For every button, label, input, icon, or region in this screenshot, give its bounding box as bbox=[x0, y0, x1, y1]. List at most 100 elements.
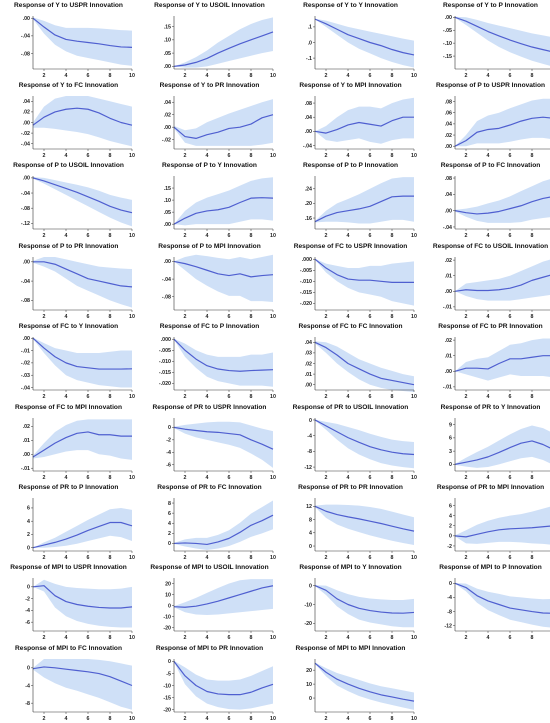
x-tick-label: 2 bbox=[184, 153, 187, 159]
y-tick-label: -.04 bbox=[443, 225, 452, 231]
irf-plot: 0 -10 -20 2 4 6 8 10 bbox=[304, 578, 417, 641]
x-tick-label: 4 bbox=[487, 635, 490, 641]
confidence-band bbox=[455, 16, 550, 66]
x-tick-label: 8 bbox=[109, 555, 112, 561]
y-tick-label: 4 bbox=[27, 519, 30, 525]
x-tick-label: 6 bbox=[369, 475, 372, 481]
confidence-band bbox=[33, 337, 132, 388]
irf-plot: .00 -.04 -.08 2 4 6 8 10 bbox=[162, 254, 276, 320]
response-line bbox=[314, 341, 415, 386]
y-tick-label: .00 bbox=[23, 120, 30, 126]
y-tick-label: 0 bbox=[27, 585, 30, 591]
irf-panel: Response of Y to USOIL Innovation .15 .10.… bbox=[141, 0, 278, 80]
y-tick-label: .00 bbox=[164, 259, 171, 265]
y-tick-label: -10 bbox=[163, 683, 171, 689]
response-line bbox=[32, 585, 133, 609]
x-tick-label: 2 bbox=[325, 314, 328, 320]
y-tick-label: .00 bbox=[23, 452, 30, 458]
panel-title: Response of Y to P Innovation bbox=[443, 2, 538, 9]
x-tick-label: 10 bbox=[129, 73, 135, 79]
x-tick-label: 2 bbox=[325, 716, 328, 722]
response-line bbox=[173, 31, 274, 67]
panel-title: Response of Y to USOIL Innovation bbox=[154, 2, 265, 9]
x-tick-label: 2 bbox=[325, 394, 328, 400]
confidence-band bbox=[315, 177, 414, 224]
panel-title: Response of FC to MPI Innovation bbox=[15, 404, 122, 411]
x-tick-label: 2 bbox=[325, 475, 328, 481]
x-tick-label: 6 bbox=[87, 635, 90, 641]
confidence-band bbox=[33, 659, 132, 710]
response-line bbox=[314, 585, 415, 614]
y-tick-label: 10 bbox=[306, 682, 312, 688]
y-tick-label: .08 bbox=[445, 99, 452, 105]
response-line bbox=[32, 17, 133, 48]
response-line bbox=[32, 666, 133, 687]
x-tick-label: 6 bbox=[87, 555, 90, 561]
panel-title: Response of P to USOIL Innovation bbox=[13, 162, 124, 169]
y-tick-label: .1 bbox=[308, 25, 312, 31]
x-tick-label: 6 bbox=[87, 73, 90, 79]
confidence-band bbox=[315, 662, 414, 710]
x-tick-label: 10 bbox=[270, 635, 276, 641]
x-tick-label: 10 bbox=[411, 394, 417, 400]
irf-plot: .02 .01 .00 -.01 2 4 6 8 10 bbox=[21, 418, 135, 481]
y-tick-label: 20 bbox=[306, 668, 312, 674]
x-tick-label: 10 bbox=[270, 153, 276, 159]
x-tick-label: 2 bbox=[184, 314, 187, 320]
x-tick-label: 10 bbox=[411, 153, 417, 159]
y-tick-label: -.04 bbox=[21, 34, 30, 40]
x-tick-label: 8 bbox=[250, 716, 253, 722]
response-line bbox=[454, 274, 550, 292]
x-tick-label: 10 bbox=[270, 716, 276, 722]
y-tick-label: .06 bbox=[445, 111, 452, 117]
x-tick-label: 8 bbox=[250, 555, 253, 561]
panel-title: Response of FC to USOIL Innovation bbox=[432, 243, 549, 250]
y-tick-label: .04 bbox=[445, 122, 452, 128]
x-tick-label: 6 bbox=[509, 314, 512, 320]
y-tick-label: -.15 bbox=[443, 54, 452, 60]
response-line bbox=[173, 514, 274, 546]
confidence-band bbox=[33, 257, 132, 308]
irf-plot: .08 .04 .00 -.04 2 4 6 8 10 bbox=[303, 96, 417, 159]
irf-panel: Response of PR to MPI Innovation 6 4 2 0 -2 2 4… bbox=[422, 482, 550, 562]
x-tick-label: 10 bbox=[129, 475, 135, 481]
y-tick-label: -.12 bbox=[21, 221, 30, 227]
irf-plot: .000 -.005 -.010 -.015 -.020 2 4 6 8 10 bbox=[300, 257, 417, 320]
x-tick-label: 4 bbox=[206, 716, 209, 722]
y-tick-label: 0 bbox=[27, 545, 30, 551]
irf-plot: .00 -.04 -.08 2 4 6 8 10 bbox=[21, 16, 135, 79]
panel-title: Response of P to MPI Innovation bbox=[158, 243, 261, 250]
irf-panel: Response of Y to USPR Innovation .00 -.04 -… bbox=[0, 0, 137, 80]
response-line bbox=[314, 505, 415, 532]
x-tick-label: 4 bbox=[65, 314, 68, 320]
x-tick-label: 10 bbox=[270, 314, 276, 320]
y-tick-label: -20 bbox=[163, 625, 171, 631]
y-tick-label: -8 bbox=[307, 449, 312, 455]
y-tick-label: 2 bbox=[27, 532, 30, 538]
y-tick-label: 6 bbox=[168, 511, 171, 517]
confidence-band bbox=[455, 425, 550, 468]
x-tick-label: 6 bbox=[369, 635, 372, 641]
y-tick-label: -.08 bbox=[21, 298, 30, 304]
x-tick-label: 8 bbox=[109, 73, 112, 79]
irf-plot: .04 .03 .02 .01 .00 2 4 6 8 10 bbox=[305, 337, 417, 400]
x-tick-label: 8 bbox=[109, 394, 112, 400]
x-tick-label: 6 bbox=[87, 233, 90, 239]
x-tick-label: 6 bbox=[87, 394, 90, 400]
panel-title: Response of MPI to MPI Innovation bbox=[295, 645, 406, 652]
y-tick-label: .01 bbox=[305, 372, 312, 378]
x-tick-label: 2 bbox=[465, 233, 468, 239]
panel-title: Response of FC to USPR Innovation bbox=[293, 243, 408, 250]
response-line bbox=[173, 260, 274, 278]
irf-panel: Response of PR to USPR Innovation 0 -2 -4 -6… bbox=[141, 402, 278, 482]
x-tick-label: 8 bbox=[531, 233, 534, 239]
y-tick-label: -6 bbox=[166, 463, 171, 469]
y-tick-label: .01 bbox=[445, 274, 452, 280]
x-tick-label: 6 bbox=[87, 475, 90, 481]
x-tick-label: 6 bbox=[509, 153, 512, 159]
panel-title: Response of Y to USPR Innovation bbox=[14, 2, 123, 9]
x-tick-label: 8 bbox=[109, 153, 112, 159]
panel-title: Response of PR to FC Innovation bbox=[157, 484, 262, 491]
y-tick-label: 0 bbox=[309, 544, 312, 550]
